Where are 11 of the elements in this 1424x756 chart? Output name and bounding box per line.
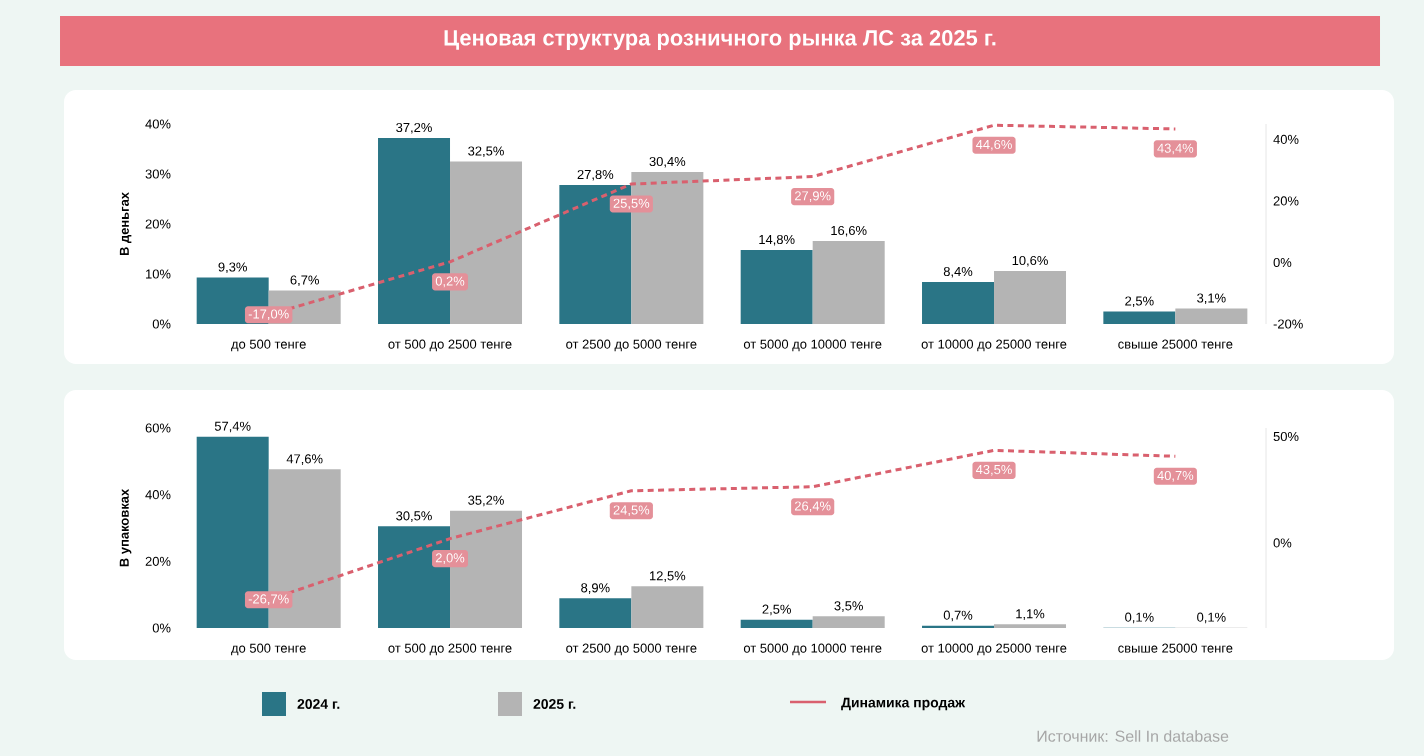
bar bbox=[1175, 308, 1248, 324]
chart-title: Ценовая структура розничного рынка ЛС за 2025 г. bbox=[444, 30, 996, 50]
bar bbox=[740, 619, 813, 628]
bar bbox=[740, 249, 813, 324]
bar bbox=[631, 586, 704, 628]
bar bbox=[994, 270, 1067, 324]
bar bbox=[559, 598, 632, 628]
bar bbox=[1103, 311, 1176, 324]
bar bbox=[812, 616, 885, 628]
bar bbox=[812, 240, 885, 324]
bar bbox=[922, 281, 995, 324]
